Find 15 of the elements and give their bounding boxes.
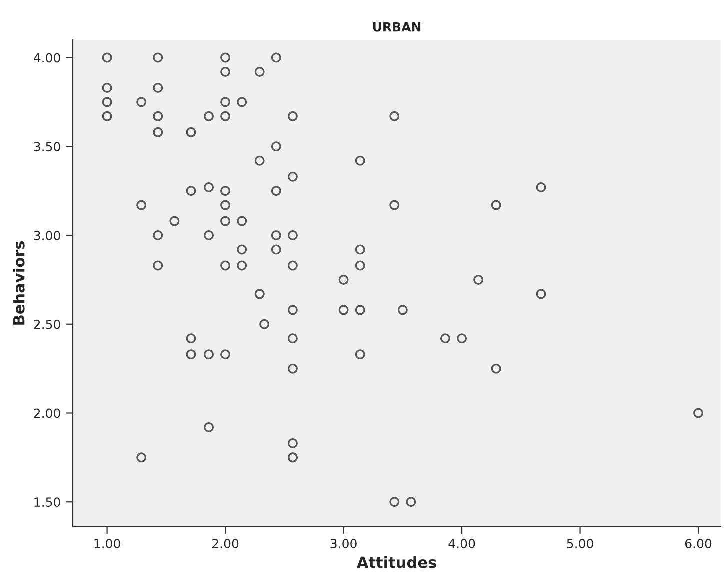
chart-title: URBAN — [373, 22, 421, 32]
y-tick-label: 1.50 — [34, 498, 60, 508]
x-tick-label: 3.00 — [330, 539, 357, 548]
y-tick-label: 3.00 — [34, 230, 60, 240]
x-tick-label: 6.00 — [685, 539, 712, 548]
y-tick-label: 4.00 — [34, 53, 60, 63]
x-axis-title: Attitudes — [356, 556, 436, 568]
x-tick-label: 4.00 — [448, 539, 476, 548]
x-tick-label: 5.00 — [567, 539, 594, 548]
x-tick-label: 1.00 — [94, 539, 120, 548]
x-tick-label: 2.00 — [212, 539, 239, 548]
y-axis-title: Behaviors — [13, 241, 25, 325]
y-tick-label: 2.50 — [34, 320, 60, 330]
y-tick-label: 3.50 — [34, 142, 60, 152]
y-tick-label: 2.00 — [34, 408, 60, 418]
